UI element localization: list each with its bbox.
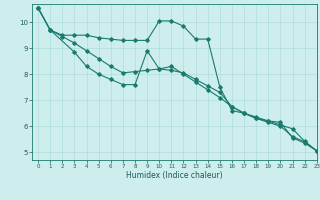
X-axis label: Humidex (Indice chaleur): Humidex (Indice chaleur) (126, 171, 223, 180)
